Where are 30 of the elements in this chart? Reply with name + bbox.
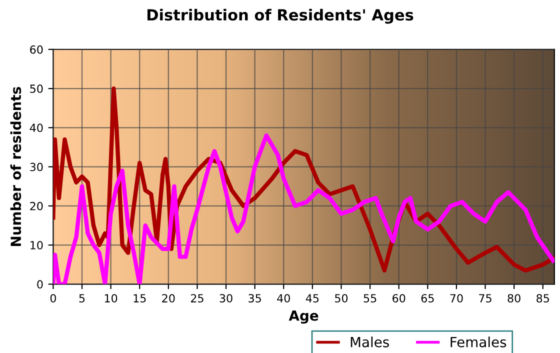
y-tick-label: 10 (30, 241, 43, 250)
y-tick-label: 20 (30, 202, 43, 210)
x-tick-label: 65 (421, 294, 434, 302)
x-tick-label: 80 (508, 294, 520, 302)
x-tick-label: 40 (277, 294, 290, 302)
x-tick-label: 55 (364, 294, 376, 302)
legend-label: Females (450, 336, 506, 348)
y-tick-label: 0 (37, 280, 43, 289)
x-tick-label: 60 (392, 294, 406, 302)
y-tick-label: 60 (30, 45, 43, 54)
x-tick-label: 0 (50, 294, 56, 302)
x-tick-label: 75 (479, 294, 492, 302)
x-tick-label: 10 (104, 294, 118, 302)
x-tick-label: 70 (450, 294, 463, 302)
y-tick-label: 50 (30, 84, 43, 93)
x-tick-label: 45 (306, 294, 319, 302)
x-axis-title: Age (288, 310, 318, 324)
y-tick-label: 30 (30, 162, 43, 172)
x-tick-label: 50 (335, 294, 348, 302)
y-axis-title: Number of residents (10, 87, 22, 246)
x-tick-label: 5 (79, 294, 85, 302)
legend-label: Males (350, 336, 389, 348)
x-tick-label: 35 (248, 294, 261, 302)
x-tick-label: 20 (162, 294, 175, 302)
x-tick-label: 30 (220, 294, 232, 302)
x-tick-label: 15 (134, 294, 146, 302)
x-tick-label: 85 (536, 294, 549, 302)
chart-title: Distribution of Residents' Ages (147, 8, 414, 24)
y-tick-label: 40 (30, 124, 43, 132)
x-tick-label: 25 (190, 294, 204, 302)
